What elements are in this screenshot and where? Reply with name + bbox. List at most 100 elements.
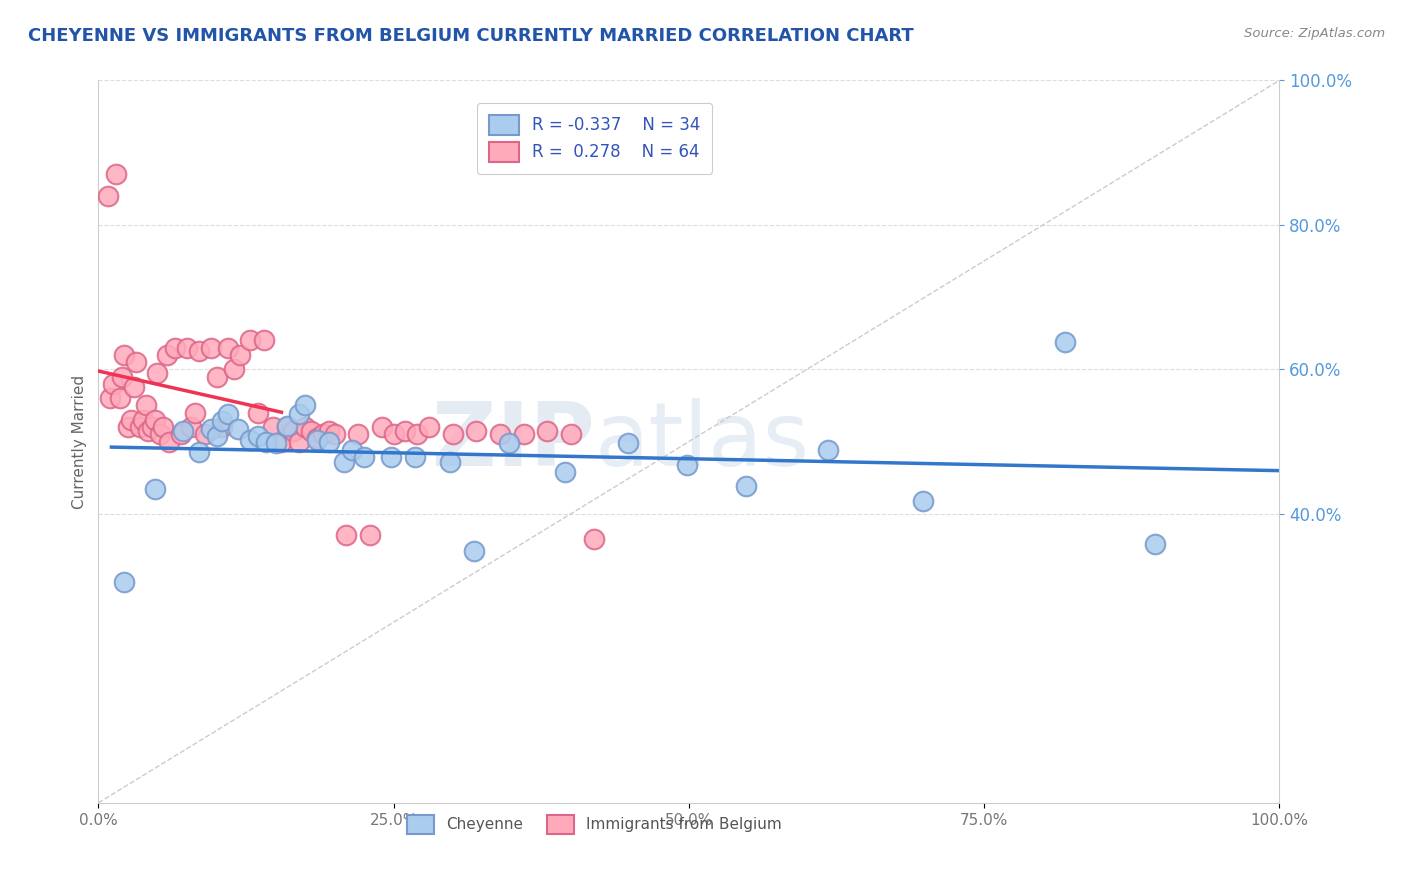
Y-axis label: Currently Married: Currently Married xyxy=(72,375,87,508)
Text: Source: ZipAtlas.com: Source: ZipAtlas.com xyxy=(1244,27,1385,40)
Point xyxy=(152,420,174,434)
Point xyxy=(156,348,179,362)
Point xyxy=(371,420,394,434)
Point xyxy=(224,362,246,376)
Point xyxy=(253,334,276,348)
Point xyxy=(276,420,298,434)
Point xyxy=(305,431,328,445)
Point xyxy=(560,427,582,442)
Point xyxy=(734,479,756,493)
Point xyxy=(342,443,364,458)
Point xyxy=(146,366,169,380)
Point xyxy=(512,427,534,442)
Point xyxy=(498,436,520,450)
Point xyxy=(318,434,340,449)
Point xyxy=(135,398,157,412)
Point xyxy=(312,427,335,442)
Point xyxy=(117,420,139,434)
Point xyxy=(323,427,346,442)
Point xyxy=(394,424,416,438)
Point xyxy=(143,482,166,496)
Point xyxy=(98,391,121,405)
Point xyxy=(112,575,135,590)
Point xyxy=(439,455,461,469)
Point xyxy=(270,434,292,449)
Point xyxy=(105,167,128,181)
Point xyxy=(170,427,193,442)
Point xyxy=(536,424,558,438)
Text: ZIP: ZIP xyxy=(432,398,595,485)
Point xyxy=(288,434,311,449)
Point xyxy=(911,493,934,508)
Point xyxy=(359,528,381,542)
Point xyxy=(1144,537,1167,551)
Point xyxy=(404,450,426,465)
Point xyxy=(406,427,429,442)
Point xyxy=(157,434,180,449)
Point xyxy=(294,398,316,412)
Point xyxy=(149,427,172,442)
Point xyxy=(254,434,277,449)
Point xyxy=(294,420,316,434)
Point xyxy=(382,427,405,442)
Point xyxy=(111,369,134,384)
Point xyxy=(187,445,209,459)
Point xyxy=(176,341,198,355)
Point xyxy=(187,344,209,359)
Point xyxy=(141,420,163,434)
Point xyxy=(97,189,120,203)
Point xyxy=(489,427,512,442)
Text: atlas: atlas xyxy=(595,398,810,485)
Point xyxy=(211,414,233,428)
Point xyxy=(675,458,697,472)
Point xyxy=(112,348,135,362)
Point xyxy=(194,427,217,442)
Point xyxy=(264,436,287,450)
Point xyxy=(184,406,207,420)
Point xyxy=(262,420,284,434)
Point xyxy=(121,413,143,427)
Point xyxy=(211,420,233,434)
Point xyxy=(299,424,322,438)
Point xyxy=(246,429,269,443)
Point xyxy=(172,424,194,438)
Point xyxy=(276,418,298,433)
Point xyxy=(101,376,124,391)
Point xyxy=(347,427,370,442)
Point xyxy=(217,341,239,355)
Point xyxy=(288,407,311,421)
Point xyxy=(583,532,606,546)
Point xyxy=(465,424,488,438)
Point xyxy=(239,433,262,447)
Point xyxy=(108,391,131,405)
Point xyxy=(205,429,228,443)
Legend: Cheyenne, Immigrants from Belgium: Cheyenne, Immigrants from Belgium xyxy=(395,803,794,846)
Point xyxy=(283,424,305,438)
Point xyxy=(554,465,576,479)
Point xyxy=(226,421,249,435)
Point xyxy=(616,436,638,450)
Point xyxy=(418,420,440,434)
Point xyxy=(200,341,222,355)
Point xyxy=(143,413,166,427)
Point xyxy=(246,406,269,420)
Point xyxy=(335,528,357,542)
Point xyxy=(305,433,328,447)
Text: CHEYENNE VS IMMIGRANTS FROM BELGIUM CURRENTLY MARRIED CORRELATION CHART: CHEYENNE VS IMMIGRANTS FROM BELGIUM CURR… xyxy=(28,27,914,45)
Point xyxy=(1053,334,1076,349)
Point xyxy=(122,380,145,394)
Point xyxy=(180,420,202,434)
Point xyxy=(380,450,402,465)
Point xyxy=(229,348,252,362)
Point xyxy=(463,544,485,558)
Point xyxy=(125,355,148,369)
Point xyxy=(132,413,155,427)
Point xyxy=(165,341,187,355)
Point xyxy=(441,427,464,442)
Point xyxy=(205,369,228,384)
Point xyxy=(353,450,375,465)
Point xyxy=(817,443,839,458)
Point xyxy=(318,424,340,438)
Point xyxy=(217,407,239,421)
Point xyxy=(136,424,159,438)
